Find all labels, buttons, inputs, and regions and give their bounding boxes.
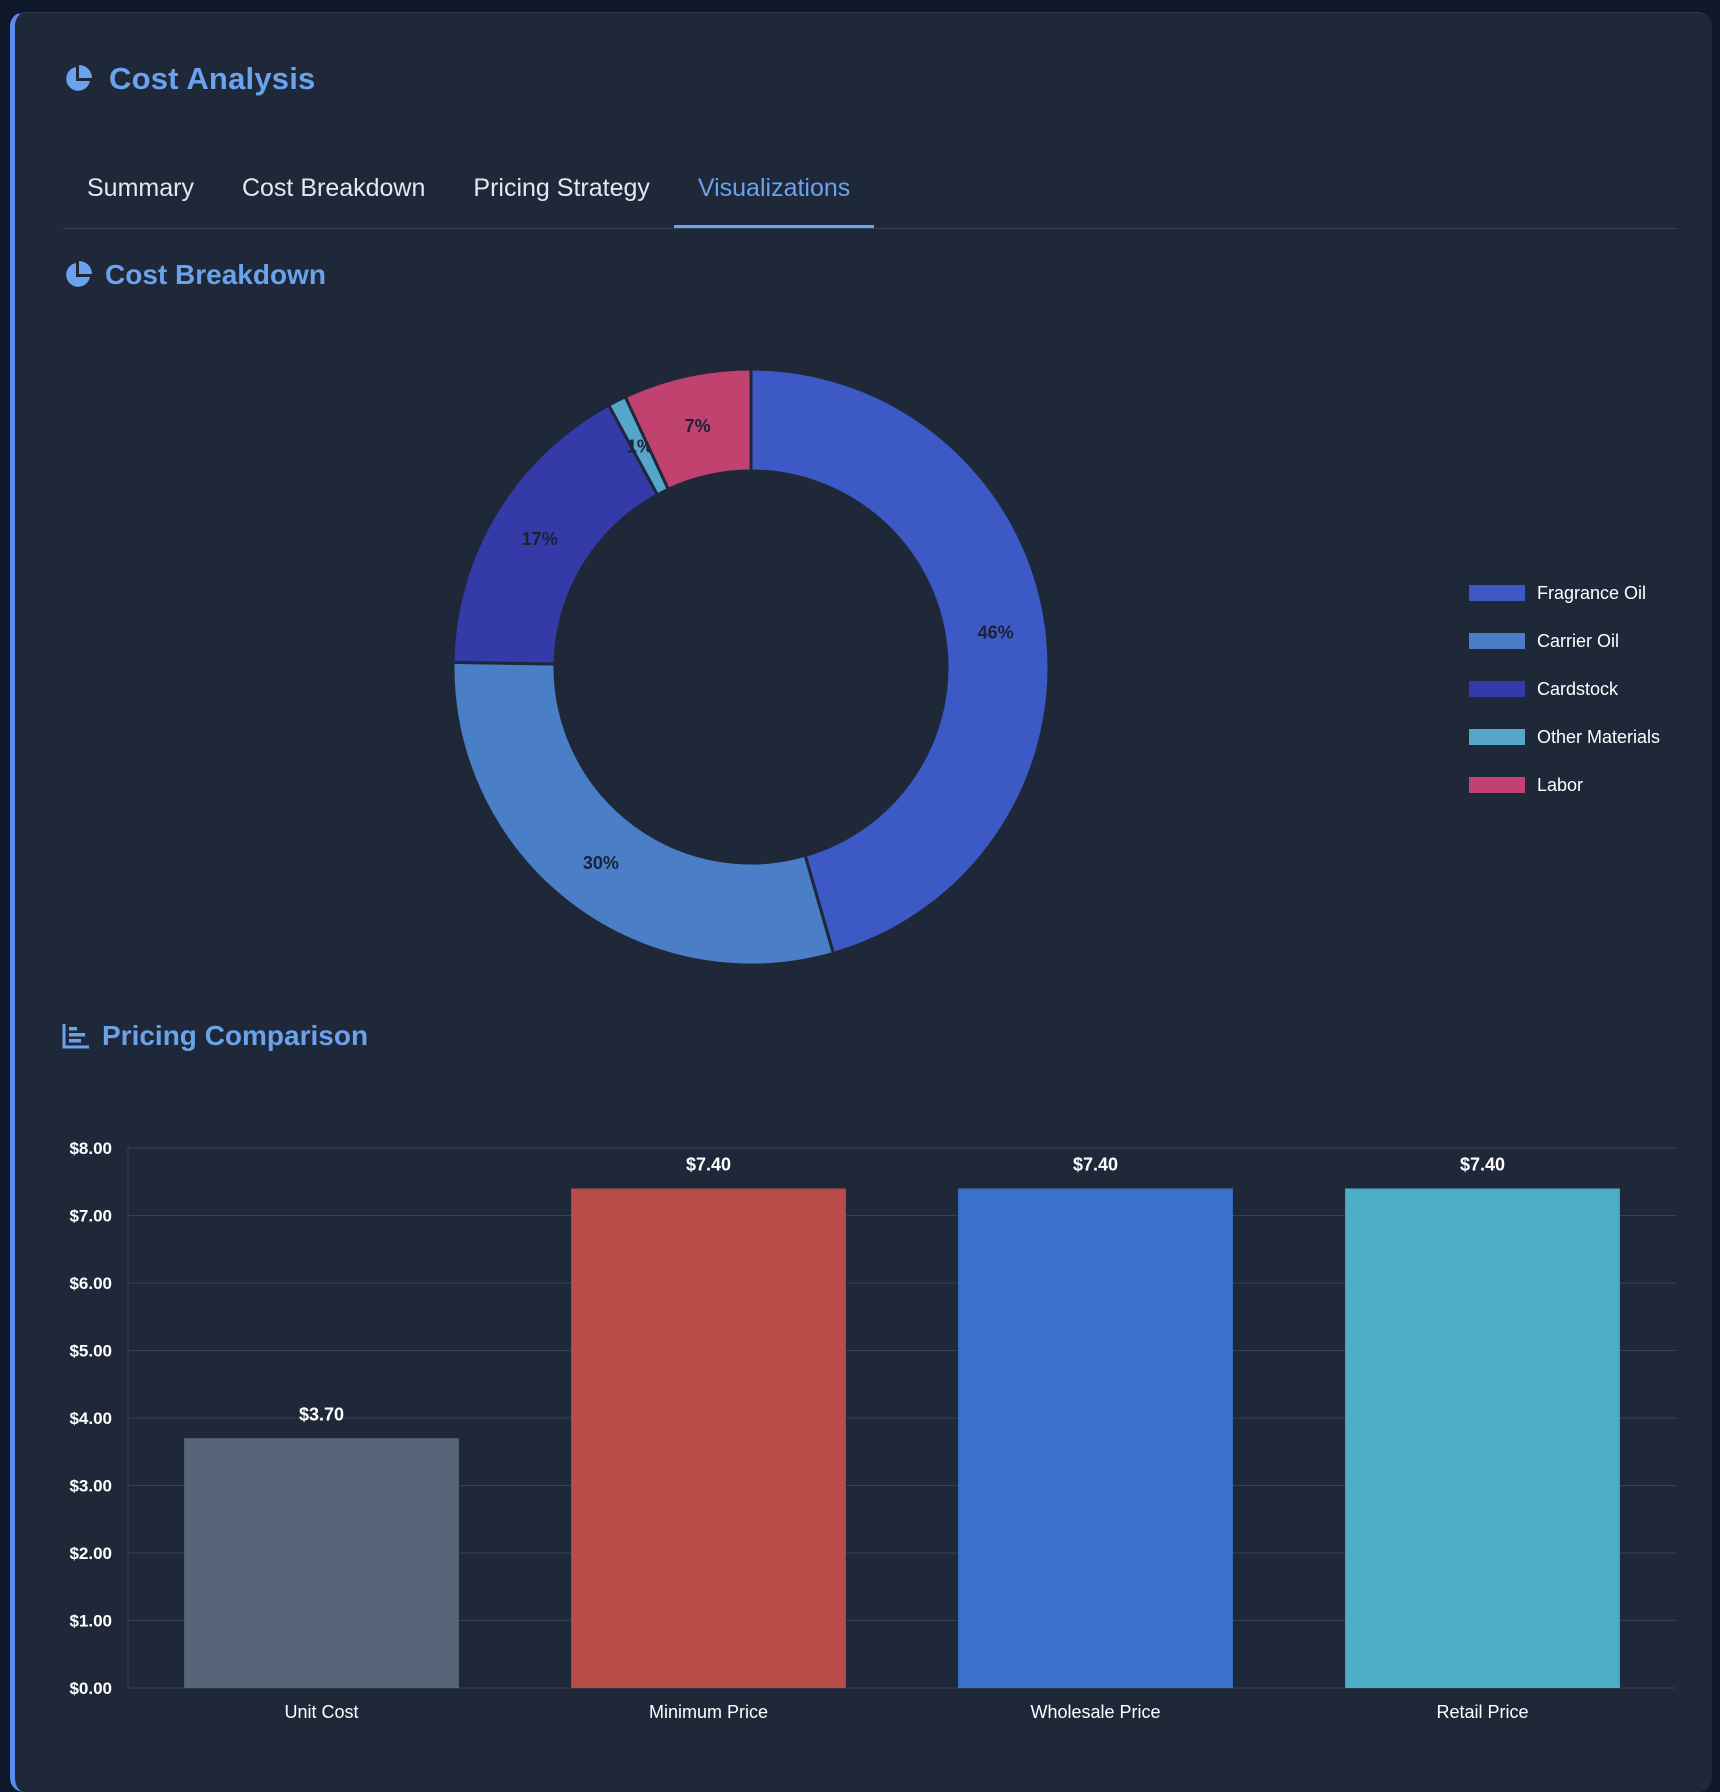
y-tick-label: $0.00 (69, 1679, 112, 1698)
y-tick-label: $5.00 (69, 1342, 112, 1361)
legend-swatch (1469, 729, 1525, 745)
legend-label: Fragrance Oil (1537, 582, 1647, 603)
cost-analysis-card: Cost Analysis Summary Cost Breakdown Pri… (10, 12, 1712, 1792)
tab-cost-breakdown[interactable]: Cost Breakdown (241, 174, 426, 202)
x-tick-label: Retail Price (1436, 1702, 1528, 1722)
legend-swatch (1469, 777, 1525, 793)
bar-chart: $0.00 $1.00 $2.00 $3.00 $4.00 $5.00 $6.00 $7.00… (69, 1139, 1676, 1722)
donut-chart: 46%30%17%1%7% (451, 367, 1051, 967)
x-tick-label: Wholesale Price (1030, 1702, 1160, 1722)
bar[interactable] (571, 1188, 846, 1689)
y-tick-label: $8.00 (69, 1139, 112, 1158)
legend-label: Labor (1537, 774, 1584, 795)
donut-legend: Fragrance Oil Carrier Oil Cardstock Othe… (1469, 569, 1660, 809)
tab-summary[interactable]: Summary (87, 174, 194, 202)
cost-breakdown-heading: Cost Breakdown (63, 259, 326, 291)
donut-slice[interactable] (623, 367, 753, 492)
bar-data-label: $7.40 (1073, 1155, 1118, 1175)
pricing-comparison-heading: Pricing Comparison (62, 1020, 368, 1052)
y-tick-label: $7.00 (69, 1207, 112, 1226)
donut-slice[interactable] (451, 660, 836, 967)
legend-item-labor[interactable]: Labor (1469, 761, 1660, 809)
donut-slice[interactable] (749, 367, 1051, 956)
bar-data-label: $7.40 (686, 1155, 731, 1175)
bar[interactable] (184, 1438, 459, 1688)
donut-data-label: 46% (978, 623, 1014, 643)
pie-chart-icon (63, 260, 93, 290)
y-tick-label: $1.00 (69, 1612, 112, 1631)
bar[interactable] (958, 1188, 1233, 1689)
pie-chart-icon (63, 64, 93, 94)
legend-label: Carrier Oil (1537, 630, 1620, 651)
bar-data-label: $3.70 (299, 1404, 344, 1424)
section-title: Cost Breakdown (105, 259, 326, 290)
x-tick-label: Unit Cost (284, 1702, 358, 1722)
donut-data-label: 7% (685, 416, 711, 436)
x-tick-label: Minimum Price (649, 1702, 768, 1722)
legend-item-cardstock[interactable]: Cardstock (1469, 665, 1660, 713)
legend-swatch (1469, 633, 1525, 649)
tab-bar: Summary Cost Breakdown Pricing Strategy … (63, 163, 1677, 229)
y-tick-label: $6.00 (69, 1274, 112, 1293)
bar-data-label: $7.40 (1460, 1155, 1505, 1175)
donut-data-label: 30% (583, 853, 619, 873)
legend-swatch (1469, 681, 1525, 697)
bar[interactable] (1345, 1188, 1620, 1689)
donut-data-label: 17% (522, 529, 558, 549)
legend-swatch (1469, 585, 1525, 601)
legend-item-fragrance-oil[interactable]: Fragrance Oil (1469, 569, 1660, 617)
legend-label: Other Materials (1537, 726, 1661, 747)
legend-item-other-materials[interactable]: Other Materials (1469, 713, 1660, 761)
section-title: Pricing Comparison (102, 1020, 369, 1051)
bar-chart-icon (62, 1023, 90, 1049)
page-title: Cost Analysis (109, 61, 316, 96)
legend-item-carrier-oil[interactable]: Carrier Oil (1469, 617, 1660, 665)
y-tick-label: $2.00 (69, 1544, 112, 1563)
legend-label: Cardstock (1537, 678, 1619, 699)
y-tick-label: $3.00 (69, 1477, 112, 1496)
tab-visualizations[interactable]: Visualizations (673, 163, 875, 228)
y-tick-label: $4.00 (69, 1409, 112, 1428)
tab-pricing-strategy[interactable]: Pricing Strategy (473, 174, 650, 202)
page-header: Cost Analysis (63, 61, 315, 97)
